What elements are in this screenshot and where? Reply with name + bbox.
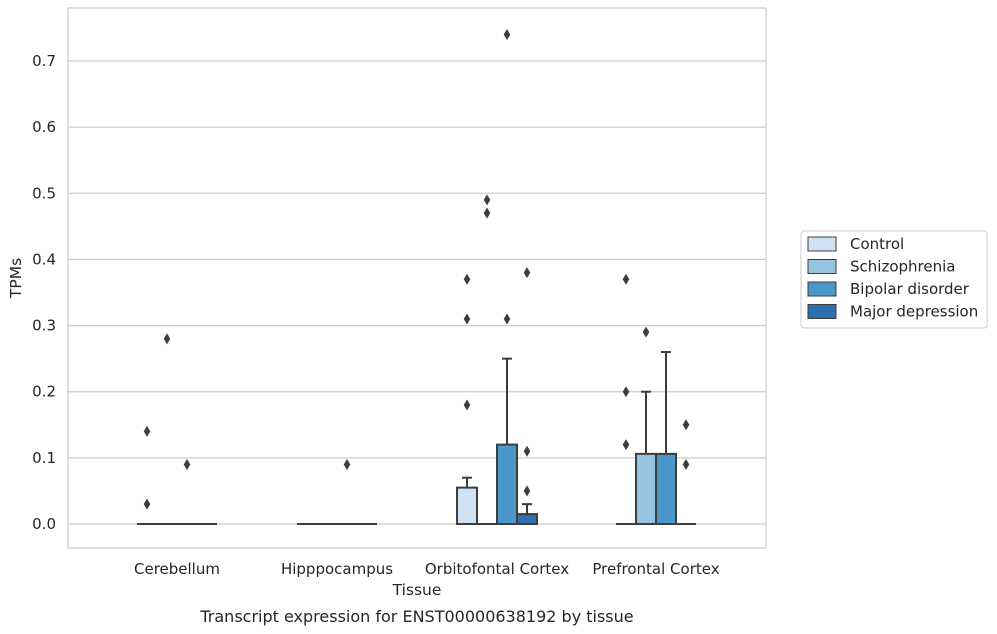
legend-swatch <box>807 259 837 274</box>
outlier-point <box>622 273 630 285</box>
x-axis-label: Tissue <box>392 581 442 599</box>
outlier-point <box>523 445 531 457</box>
box-group <box>496 29 518 525</box>
box-group <box>177 458 197 525</box>
outlier-point <box>503 29 511 41</box>
outlier-point <box>143 425 151 437</box>
outlier-point <box>642 326 650 338</box>
box-layer <box>137 29 696 526</box>
legend-swatch <box>807 304 837 319</box>
x-tick-labels: Cerebellum Hipppocampus Orbitofontal Corte… <box>134 560 720 578</box>
y-tick-label: 0.5 <box>32 184 56 202</box>
x-tick-label: Cerebellum <box>134 560 220 578</box>
outlier-point <box>463 313 471 325</box>
box-group <box>635 326 657 526</box>
chart-caption: Transcript expression for ENST0000063819… <box>199 607 633 626</box>
box-group <box>456 273 478 525</box>
outlier-point <box>163 333 171 345</box>
y-tick-labels: 0.0 0.1 0.2 0.3 0.4 0.5 0.6 0.7 <box>32 52 56 533</box>
outlier-point <box>503 313 511 325</box>
x-tick-label: Prefrontal Cortex <box>592 560 719 578</box>
y-tick-label: 0.4 <box>32 250 56 268</box>
outlier-point <box>143 498 151 510</box>
outlier-point <box>682 419 690 431</box>
outlier-point <box>343 458 351 470</box>
box-group <box>477 194 497 525</box>
plot-frame <box>67 7 767 549</box>
y-tick-label: 0.2 <box>32 383 56 401</box>
x-tick-label: Hipppocampus <box>281 560 393 578</box>
outlier-point <box>523 485 531 497</box>
box-group <box>655 351 677 526</box>
y-tick-label: 0.7 <box>32 52 56 70</box>
outlier-point <box>523 267 531 279</box>
box-group <box>516 267 538 525</box>
box-group <box>676 419 696 525</box>
box-group <box>616 273 636 525</box>
box <box>496 443 518 525</box>
legend-frame <box>800 230 988 329</box>
box-group <box>157 333 177 525</box>
legend: Control Schizophrenia Bipolar disorder Majo… <box>800 230 988 329</box>
legend-swatch <box>807 236 837 252</box>
box <box>655 452 677 526</box>
legend-label: Control <box>850 235 904 253</box>
box <box>516 513 538 525</box>
outlier-point <box>183 458 191 470</box>
legend-label: Bipolar disorder <box>850 280 970 298</box>
y-tick-label: 0.1 <box>32 449 56 467</box>
y-tick-label: 0.0 <box>32 515 56 533</box>
y-tick-label: 0.6 <box>32 118 56 136</box>
y-axis-label: TPMs <box>7 258 25 299</box>
legend-label: Major depression <box>850 303 978 321</box>
box <box>456 486 478 525</box>
outlier-point <box>622 439 630 451</box>
box-group <box>137 425 157 525</box>
x-tick-label: Orbitofontal Cortex <box>425 560 569 578</box>
outlier-point <box>463 399 471 411</box>
box-group <box>337 458 357 525</box>
legend-label: Schizophrenia <box>850 258 955 276</box>
outlier-point <box>682 458 690 470</box>
y-tick-label: 0.3 <box>32 317 56 335</box>
box <box>635 452 657 526</box>
outlier-point <box>622 386 630 398</box>
legend-items: Control Schizophrenia Bipolar disorder Majo… <box>807 235 978 321</box>
legend-swatch <box>807 281 837 297</box>
outlier-point <box>483 194 491 206</box>
outlier-point <box>483 207 491 219</box>
outlier-point <box>463 273 471 285</box>
